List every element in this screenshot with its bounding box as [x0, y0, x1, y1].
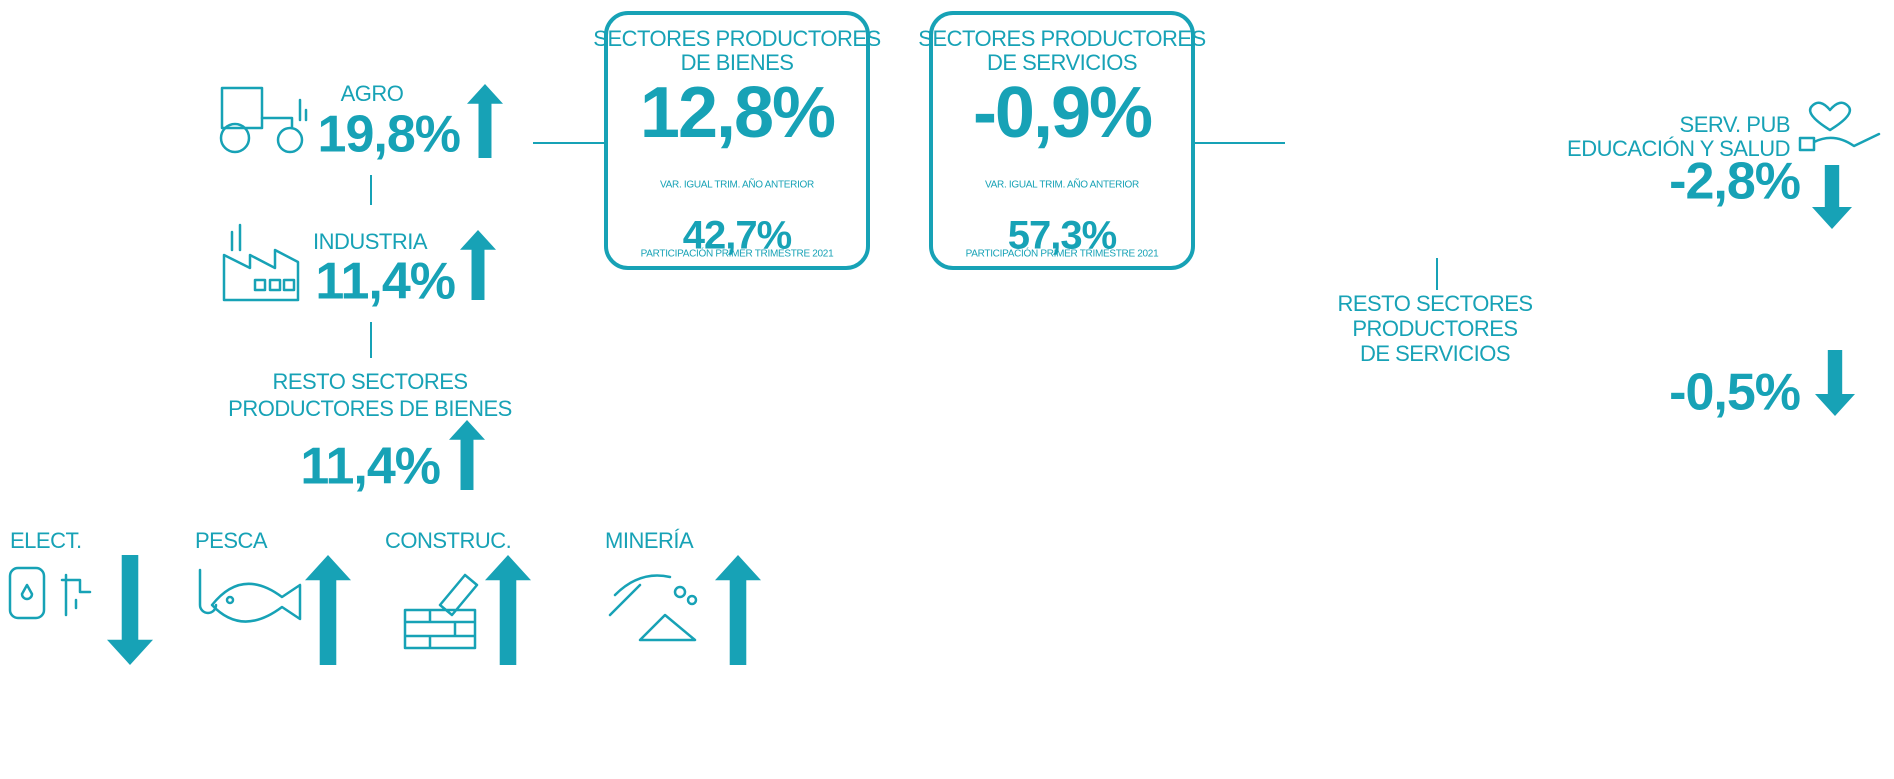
box-value-note: VAR. IGUAL TRIM. AÑO ANTERIOR: [985, 178, 1139, 191]
box-value-note: VAR. IGUAL TRIM. AÑO ANTERIOR: [660, 178, 814, 191]
sector-value: 19,8%: [318, 106, 460, 164]
trend-arrow: [1815, 350, 1855, 416]
sector-value: 11,4%: [300, 438, 440, 496]
box-share: 42,7%: [683, 214, 792, 258]
subsector-label: MINERÍA: [605, 528, 694, 553]
sector-label: RESTO SECTORES: [1337, 291, 1532, 316]
factory-icon: [222, 223, 300, 302]
subsector-label: ELECT.: [10, 528, 82, 553]
sector-label: DE SERVICIOS: [1360, 341, 1510, 366]
subsector-label: CONSTRUC.: [385, 528, 511, 553]
sector-label: INDUSTRIA: [313, 229, 428, 254]
trend-arrow: [460, 230, 496, 300]
box-title: SECTORES PRODUCTORES: [918, 26, 1205, 51]
box-value: -0,9%: [973, 73, 1152, 153]
trend-arrow: [449, 420, 485, 490]
construction-icon: [403, 573, 479, 650]
box-title: DE BIENES: [681, 50, 794, 75]
box-title: SECTORES PRODUCTORES: [593, 26, 880, 51]
fish-icon: [198, 568, 302, 623]
box-title: DE SERVICIOS: [987, 50, 1137, 75]
sector-label: AGRO: [341, 81, 404, 106]
goods-box: [604, 11, 870, 270]
subsector-label: PESCA: [195, 528, 268, 553]
trend-arrow: [467, 84, 503, 158]
sector-label: SERV. PUB: [1680, 112, 1790, 137]
box-value: 12,8%: [640, 73, 835, 153]
trend-arrow: [715, 555, 761, 665]
trend-arrow: [305, 555, 351, 665]
sector-value: -0,5%: [1669, 364, 1800, 422]
sector-label: EDUCACIÓN Y SALUD: [1567, 136, 1790, 161]
sector-label: PRODUCTORES DE BIENES: [228, 396, 512, 421]
trend-arrow: [485, 555, 531, 665]
trend-arrow: [1812, 165, 1852, 229]
gas-water-icon: [8, 566, 92, 620]
trend-arrow: [107, 555, 153, 665]
health-icon: [1798, 101, 1881, 152]
mining-icon: [608, 574, 698, 642]
sector-value: 11,4%: [315, 253, 455, 311]
sector-label: PRODUCTORES: [1352, 316, 1517, 341]
box-share: 57,3%: [1008, 214, 1117, 258]
sector-value: -2,8%: [1669, 153, 1800, 211]
services-box: [929, 11, 1195, 270]
sector-label: RESTO SECTORES: [272, 369, 467, 394]
box-share-note: PARTICIPACIÓN PRIMER TRIMESTRE 2021: [641, 247, 834, 260]
box-share-note: PARTICIPACIÓN PRIMER TRIMESTRE 2021: [966, 247, 1159, 260]
tractor-icon: [219, 86, 308, 154]
